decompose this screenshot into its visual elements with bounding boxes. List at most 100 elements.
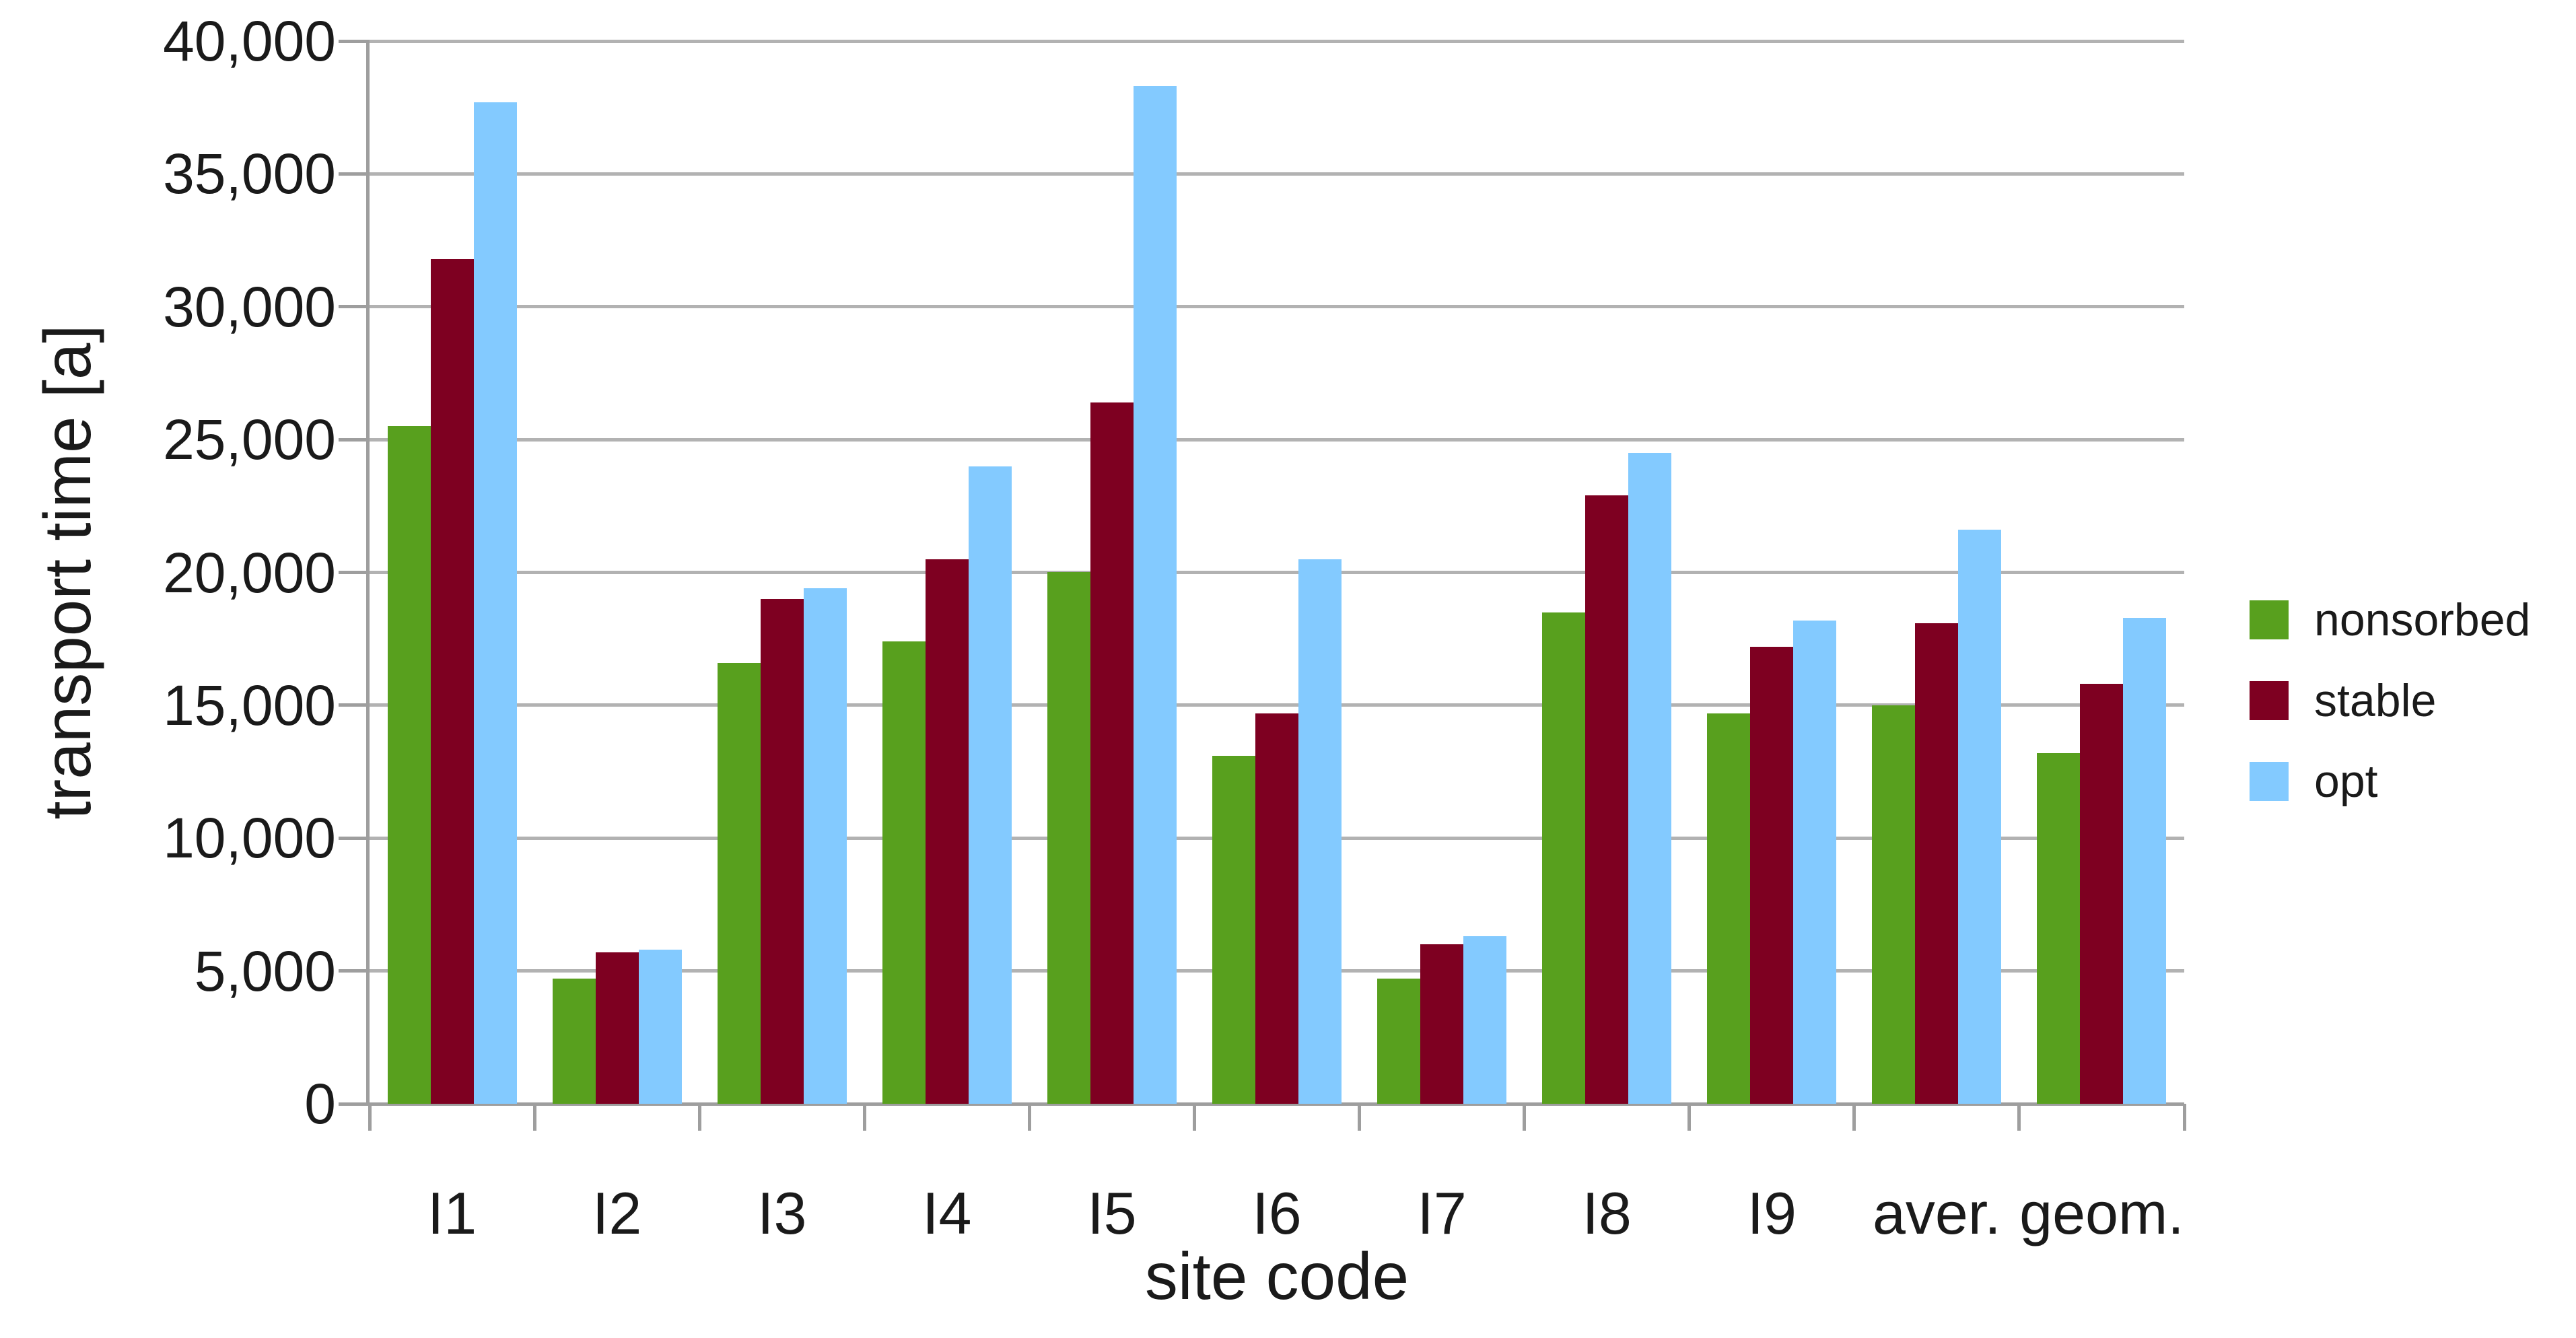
x-axis-tick	[697, 1104, 701, 1131]
bar-stable	[595, 952, 639, 1104]
bar-opt	[1133, 86, 1177, 1104]
bar-opt	[803, 588, 847, 1104]
legend-label: opt	[2314, 756, 2378, 807]
y-tick-label: 35,000	[163, 142, 336, 206]
y-tick-label: 0	[304, 1072, 336, 1135]
bar-group	[2019, 41, 2184, 1104]
bar-group	[1525, 41, 1690, 1104]
x-axis-title: site code	[1144, 1239, 1409, 1313]
x-axis-tick	[532, 1104, 536, 1131]
bar-group	[864, 41, 1029, 1104]
bar-nonsorbed	[1707, 713, 1751, 1104]
x-tick-label: I4	[922, 1180, 972, 1246]
legend-swatch-nonsorbed-icon	[2250, 600, 2289, 639]
y-tick-label: 5,000	[194, 939, 336, 1003]
y-axis-tick	[339, 1102, 370, 1106]
x-tick-label: aver.	[1872, 1180, 2001, 1246]
y-axis-tick	[339, 172, 370, 176]
bar-nonsorbed	[717, 663, 761, 1104]
bar-nonsorbed	[1377, 979, 1421, 1104]
x-axis-tick	[2017, 1104, 2021, 1131]
legend: nonsorbed stable opt	[2250, 597, 2530, 807]
y-tick-label: 20,000	[163, 540, 336, 604]
bar-opt	[638, 950, 682, 1104]
y-tick-label: 15,000	[163, 673, 336, 737]
x-tick-label: I7	[1417, 1180, 1467, 1246]
bar-group	[534, 41, 699, 1104]
gridline	[370, 703, 2184, 707]
y-axis-tick	[339, 437, 370, 442]
x-axis-tick	[1523, 1104, 1527, 1131]
bar-group	[1360, 41, 1525, 1104]
x-axis-tick	[1358, 1104, 1362, 1131]
bar-nonsorbed	[1047, 572, 1090, 1104]
bar-stable	[1750, 647, 1794, 1104]
legend-label: stable	[2314, 675, 2437, 726]
bar-group	[370, 41, 534, 1104]
gridline	[370, 39, 2184, 43]
bar-opt	[1958, 530, 2002, 1104]
y-axis-tick	[339, 703, 370, 707]
x-axis-tick	[368, 1104, 372, 1131]
x-axis-tick	[2182, 1104, 2186, 1131]
bar-stable	[2080, 684, 2124, 1104]
bar-nonsorbed	[1872, 705, 1916, 1104]
x-tick-label: I2	[592, 1180, 642, 1246]
bar-stable	[760, 599, 804, 1104]
bar-opt	[1793, 621, 1837, 1104]
gridline	[370, 305, 2184, 309]
x-tick-label: I8	[1582, 1180, 1632, 1246]
bar-opt	[1463, 936, 1507, 1104]
legend-swatch-opt-icon	[2250, 762, 2289, 801]
x-tick-label: I3	[757, 1180, 807, 1246]
x-axis-tick	[862, 1104, 866, 1131]
legend-swatch-stable-icon	[2250, 681, 2289, 720]
bar-nonsorbed	[1542, 612, 1586, 1104]
bar-stable	[430, 259, 474, 1104]
bar-nonsorbed	[1212, 756, 1255, 1104]
bar-group	[699, 41, 864, 1104]
y-axis-tick	[339, 571, 370, 574]
y-axis-tick	[339, 836, 370, 840]
x-axis-tick	[1852, 1104, 1856, 1131]
legend-item-nonsorbed: nonsorbed	[2250, 597, 2530, 643]
y-axis-tick	[339, 305, 370, 309]
x-tick-label: I1	[427, 1180, 477, 1246]
bar-group	[1194, 41, 1359, 1104]
bar-stable	[1090, 402, 1134, 1104]
bar-nonsorbed	[552, 979, 596, 1104]
x-axis-tick	[1687, 1104, 1692, 1131]
bar-nonsorbed	[387, 426, 431, 1104]
x-axis-tick	[1192, 1104, 1196, 1131]
bar-group	[1854, 41, 2019, 1104]
bar-opt	[1298, 559, 1342, 1104]
bar-opt	[1628, 453, 1672, 1104]
x-axis-tick	[1027, 1104, 1031, 1131]
y-tick-label: 30,000	[163, 275, 336, 339]
y-tick-label: 10,000	[163, 806, 336, 870]
gridline	[370, 1102, 2184, 1106]
bar-stable	[1420, 944, 1464, 1104]
y-axis-tick	[339, 969, 370, 973]
bar-stable	[1585, 495, 1629, 1104]
legend-item-stable: stable	[2250, 678, 2530, 724]
gridline	[370, 437, 2184, 442]
x-tick-label: I6	[1252, 1180, 1302, 1246]
gridline	[370, 172, 2184, 176]
bar-nonsorbed	[2037, 753, 2081, 1104]
legend-label: nonsorbed	[2314, 594, 2531, 645]
x-tick-label: geom.	[2019, 1180, 2184, 1246]
bar-group	[1690, 41, 1854, 1104]
legend-item-opt: opt	[2250, 756, 2530, 807]
y-tick-label: 40,000	[163, 9, 336, 73]
y-axis-tick	[339, 39, 370, 43]
bar-group	[1029, 41, 1194, 1104]
x-tick-label: I9	[1747, 1180, 1797, 1246]
bar-stable	[1915, 623, 1959, 1104]
bar-nonsorbed	[882, 641, 926, 1104]
bar-opt	[2123, 618, 2167, 1104]
bar-opt	[473, 102, 517, 1104]
plot-area: 40,000 35,000 30,000 25,000 20,000 15,000 10,0…	[163, 9, 2186, 1246]
x-tick-label: I5	[1087, 1180, 1137, 1246]
